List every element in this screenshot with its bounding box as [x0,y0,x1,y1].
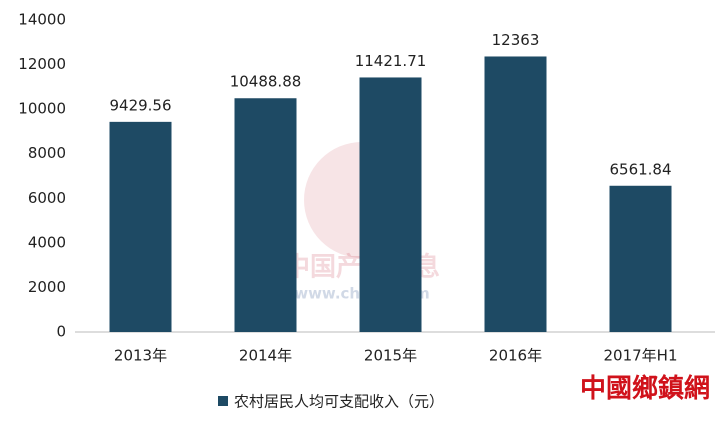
x-tick-label: 2017年H1 [604,347,678,365]
x-tick-label: 2015年 [364,347,417,365]
bar [484,56,547,332]
bar [234,98,297,332]
legend-label: 农村居民人均可支配收入（元） [234,393,444,411]
y-tick-label: 2000 [28,278,66,296]
bar [109,121,172,332]
y-tick-label: 8000 [28,144,66,162]
y-tick-label: 14000 [18,11,66,29]
legend-swatch [218,396,228,406]
y-tick-label: 4000 [28,233,66,251]
y-tick-label: 0 [56,323,66,341]
source-mark: 中國鄉鎮網 [580,373,710,404]
y-tick-label: 10000 [18,100,66,118]
data-label: 12363 [492,31,540,49]
bar [359,77,422,332]
x-tick-label: 2016年 [489,347,542,365]
data-label: 9429.56 [109,96,171,114]
data-label: 6561.84 [609,160,671,178]
data-label: 10488.88 [230,73,302,91]
data-label: 11421.71 [355,52,427,70]
x-tick-label: 2014年 [239,347,292,365]
x-tick-label: 2013年 [114,347,167,365]
y-tick-label: 6000 [28,189,66,207]
y-tick-label: 12000 [18,55,66,73]
bar [609,185,672,332]
